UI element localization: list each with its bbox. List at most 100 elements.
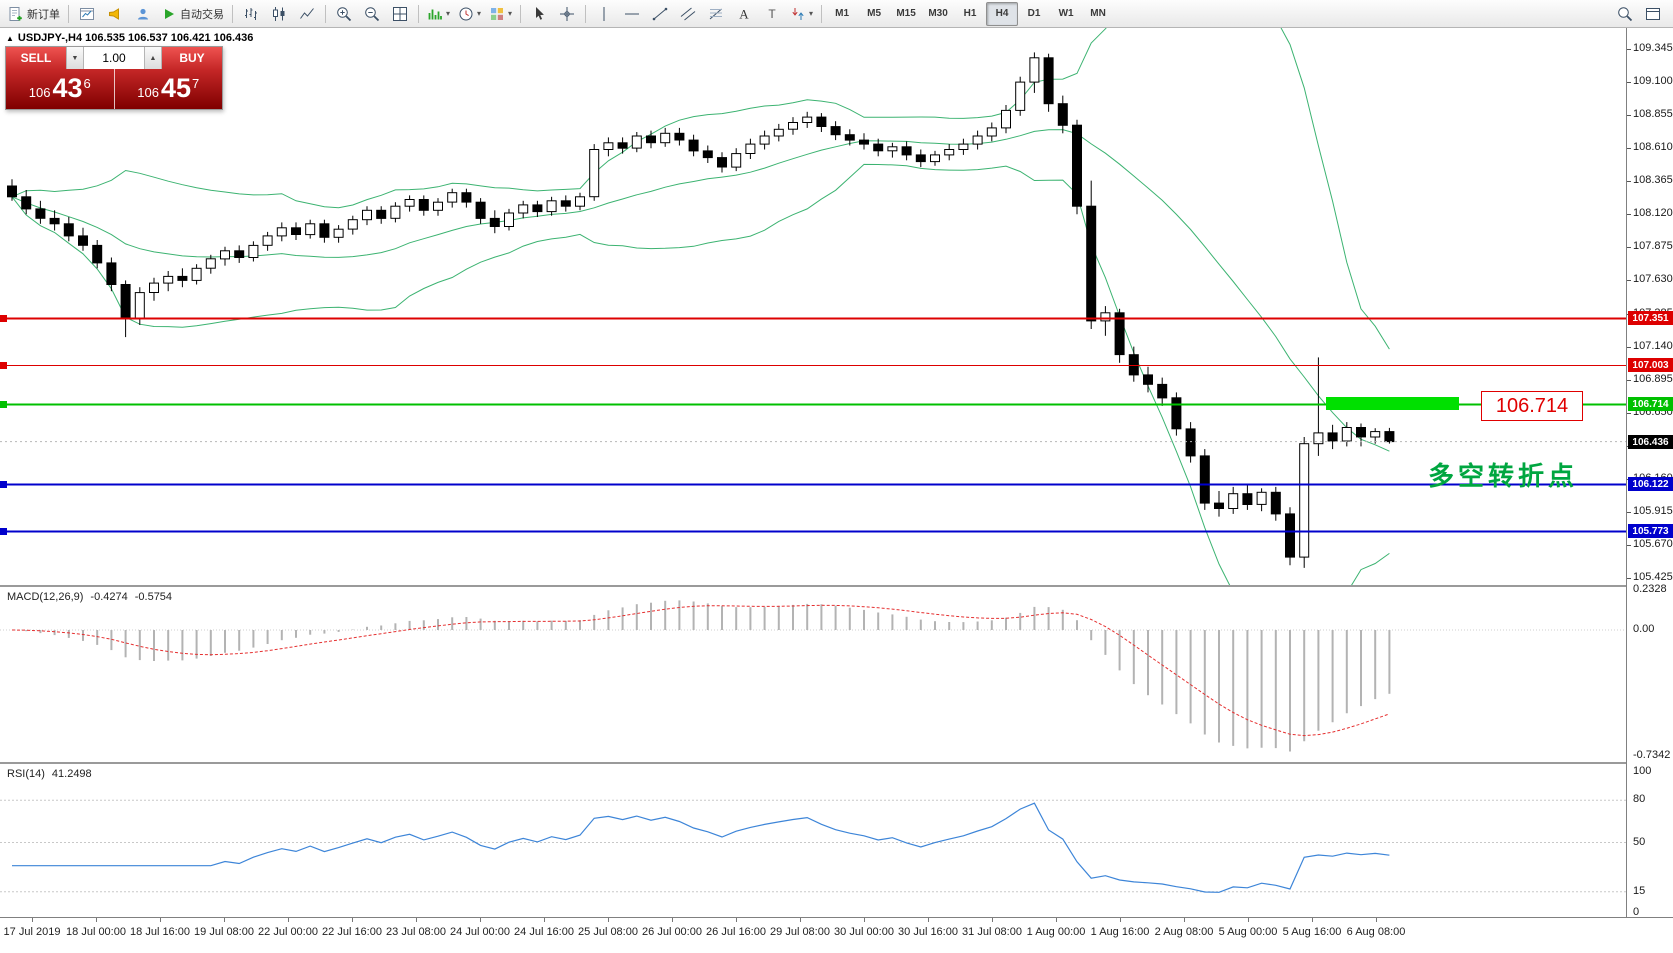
fibonacci-button[interactable]	[702, 2, 730, 26]
new-order-button[interactable]: 新订单	[4, 2, 64, 26]
time-tick-mark	[96, 918, 97, 922]
axis-tick-mark	[1627, 413, 1631, 414]
time-tick-mark	[416, 918, 417, 922]
line-chart-icon	[300, 7, 314, 19]
price-tick-label: 105.425	[1633, 571, 1673, 583]
time-axis-label: 19 Jul 08:00	[194, 926, 254, 938]
line-anchor[interactable]	[0, 315, 7, 322]
fibonacci-icon	[709, 8, 723, 19]
rsi-panel[interactable]	[0, 765, 1626, 917]
toolbar-separator	[520, 4, 522, 23]
tf-m1-button[interactable]: M1	[826, 2, 858, 26]
indicators-button[interactable]: ▾	[423, 2, 454, 26]
autotrade-button[interactable]: 自动交易	[157, 2, 228, 26]
arrows-button[interactable]: ▾	[786, 2, 817, 26]
volume-decrease-button[interactable]: ▼	[66, 47, 84, 69]
panel-divider[interactable]	[0, 585, 1673, 587]
time-tick-mark	[1376, 918, 1377, 922]
price-chart[interactable]	[0, 28, 1626, 585]
arrows-icon	[792, 7, 804, 20]
rsi-axis-label: 0	[1633, 906, 1640, 918]
toolbar-separator	[232, 4, 233, 23]
indicators-icon	[428, 9, 442, 19]
toolbar-separator	[418, 4, 419, 23]
price-tick-label: 105.915	[1633, 505, 1673, 517]
chart-window-button[interactable]	[73, 2, 101, 26]
line-anchor[interactable]	[0, 528, 7, 535]
sell-price-big: 43	[52, 73, 83, 103]
zoom-out-button[interactable]	[358, 2, 386, 26]
price-tag: 105.773	[1628, 524, 1673, 538]
tf-m5-button[interactable]: M5	[858, 2, 890, 26]
highlight-zone[interactable]	[1326, 397, 1459, 410]
zoom-in-icon	[337, 6, 352, 21]
line-anchor[interactable]	[0, 481, 7, 488]
panel-divider[interactable]	[0, 762, 1673, 764]
line-anchor[interactable]	[0, 362, 7, 369]
candlesticks	[7, 52, 1395, 568]
templates-button[interactable]: ▾	[485, 2, 516, 26]
periods-button[interactable]: ▾	[454, 2, 485, 26]
tf-d1-button[interactable]: D1	[1018, 2, 1050, 26]
volume-input[interactable]: 1.00	[84, 47, 144, 69]
search-button[interactable]	[1611, 2, 1639, 26]
tf-m15-button[interactable]: M15	[890, 2, 922, 26]
collapse-panel-icon[interactable]: ▲	[6, 34, 14, 43]
autotrade-button-label: 自动交易	[180, 8, 224, 21]
chart-title-bar: ▲ USDJPY-,H4 106.535 106.537 106.421 106.…	[6, 32, 253, 44]
label-icon: T	[768, 7, 776, 21]
line-chart-button[interactable]	[293, 2, 321, 26]
rsi-value: 41.2498	[51, 768, 92, 780]
tf-mn-button[interactable]: MN	[1082, 2, 1114, 26]
annotation-text[interactable]: 多空转折点	[1428, 461, 1579, 491]
text-button[interactable]: A	[730, 2, 758, 26]
candles-chart-button[interactable]	[265, 2, 293, 26]
horizontal-line-button[interactable]	[618, 2, 646, 26]
crosshair-button[interactable]	[553, 2, 581, 26]
tf-w1-button[interactable]: W1	[1050, 2, 1082, 26]
vline-icon	[603, 6, 605, 21]
cursor-button[interactable]	[525, 2, 553, 26]
time-tick-mark	[672, 918, 673, 922]
tf-m5-button-label: M5	[867, 8, 882, 19]
time-axis[interactable]: 17 Jul 2019 18 Jul 00:00 18 Jul 16:00 19 Ju…	[0, 917, 1673, 953]
axis-tick-mark	[1627, 280, 1631, 281]
chart-window[interactable]: ▲ USDJPY-,H4 106.535 106.537 106.421 106.…	[0, 28, 1673, 953]
vertical-line-button[interactable]	[590, 2, 618, 26]
dropdown-arrow-icon: ▾	[477, 9, 482, 18]
time-axis-label: 29 Jul 08:00	[770, 926, 830, 938]
tf-m30-button[interactable]: M30	[922, 2, 954, 26]
channel-button[interactable]	[674, 2, 702, 26]
time-tick-mark	[1248, 918, 1249, 922]
dropdown-arrow-icon: ▾	[809, 9, 814, 18]
layout-button[interactable]	[1639, 2, 1667, 26]
toolbar-separator	[821, 4, 823, 23]
sell-button[interactable]: SELL	[6, 47, 66, 69]
community-button[interactable]	[129, 2, 157, 26]
tf-h4-button[interactable]: H4	[986, 1, 1019, 26]
buy-button[interactable]: BUY	[162, 47, 222, 69]
line-anchor[interactable]	[0, 401, 7, 408]
buy-price[interactable]: 106 45 7	[113, 69, 223, 109]
label-button[interactable]: T	[758, 2, 786, 26]
volume-increase-button[interactable]: ▲	[144, 47, 162, 69]
macd-panel[interactable]	[0, 588, 1626, 762]
tf-h1-button-label: H1	[963, 8, 977, 19]
price-axis[interactable]: 109.345 109.100 108.855 108.610 108.365 108.1…	[1626, 28, 1673, 918]
price-tick-label: 109.100	[1633, 75, 1673, 87]
rsi-line	[12, 802, 1390, 893]
time-tick-mark	[1056, 918, 1057, 922]
alerts-button[interactable]	[101, 2, 129, 26]
tf-h1-button[interactable]: H1	[954, 2, 986, 26]
bars-chart-button[interactable]	[237, 2, 265, 26]
price-tag: 106.122	[1628, 477, 1673, 491]
zoom-in-button[interactable]	[330, 2, 358, 26]
tile-windows-button[interactable]	[386, 2, 414, 26]
price-tick-label: 107.140	[1633, 340, 1673, 352]
trendline-button[interactable]	[646, 2, 674, 26]
macd-signal-line	[11, 604, 1390, 737]
sell-price[interactable]: 106 43 6	[6, 69, 114, 109]
time-axis-label: 30 Jul 16:00	[898, 926, 958, 938]
time-axis-label: 22 Jul 16:00	[322, 926, 382, 938]
price-callout[interactable]: 106.714	[1481, 391, 1583, 421]
